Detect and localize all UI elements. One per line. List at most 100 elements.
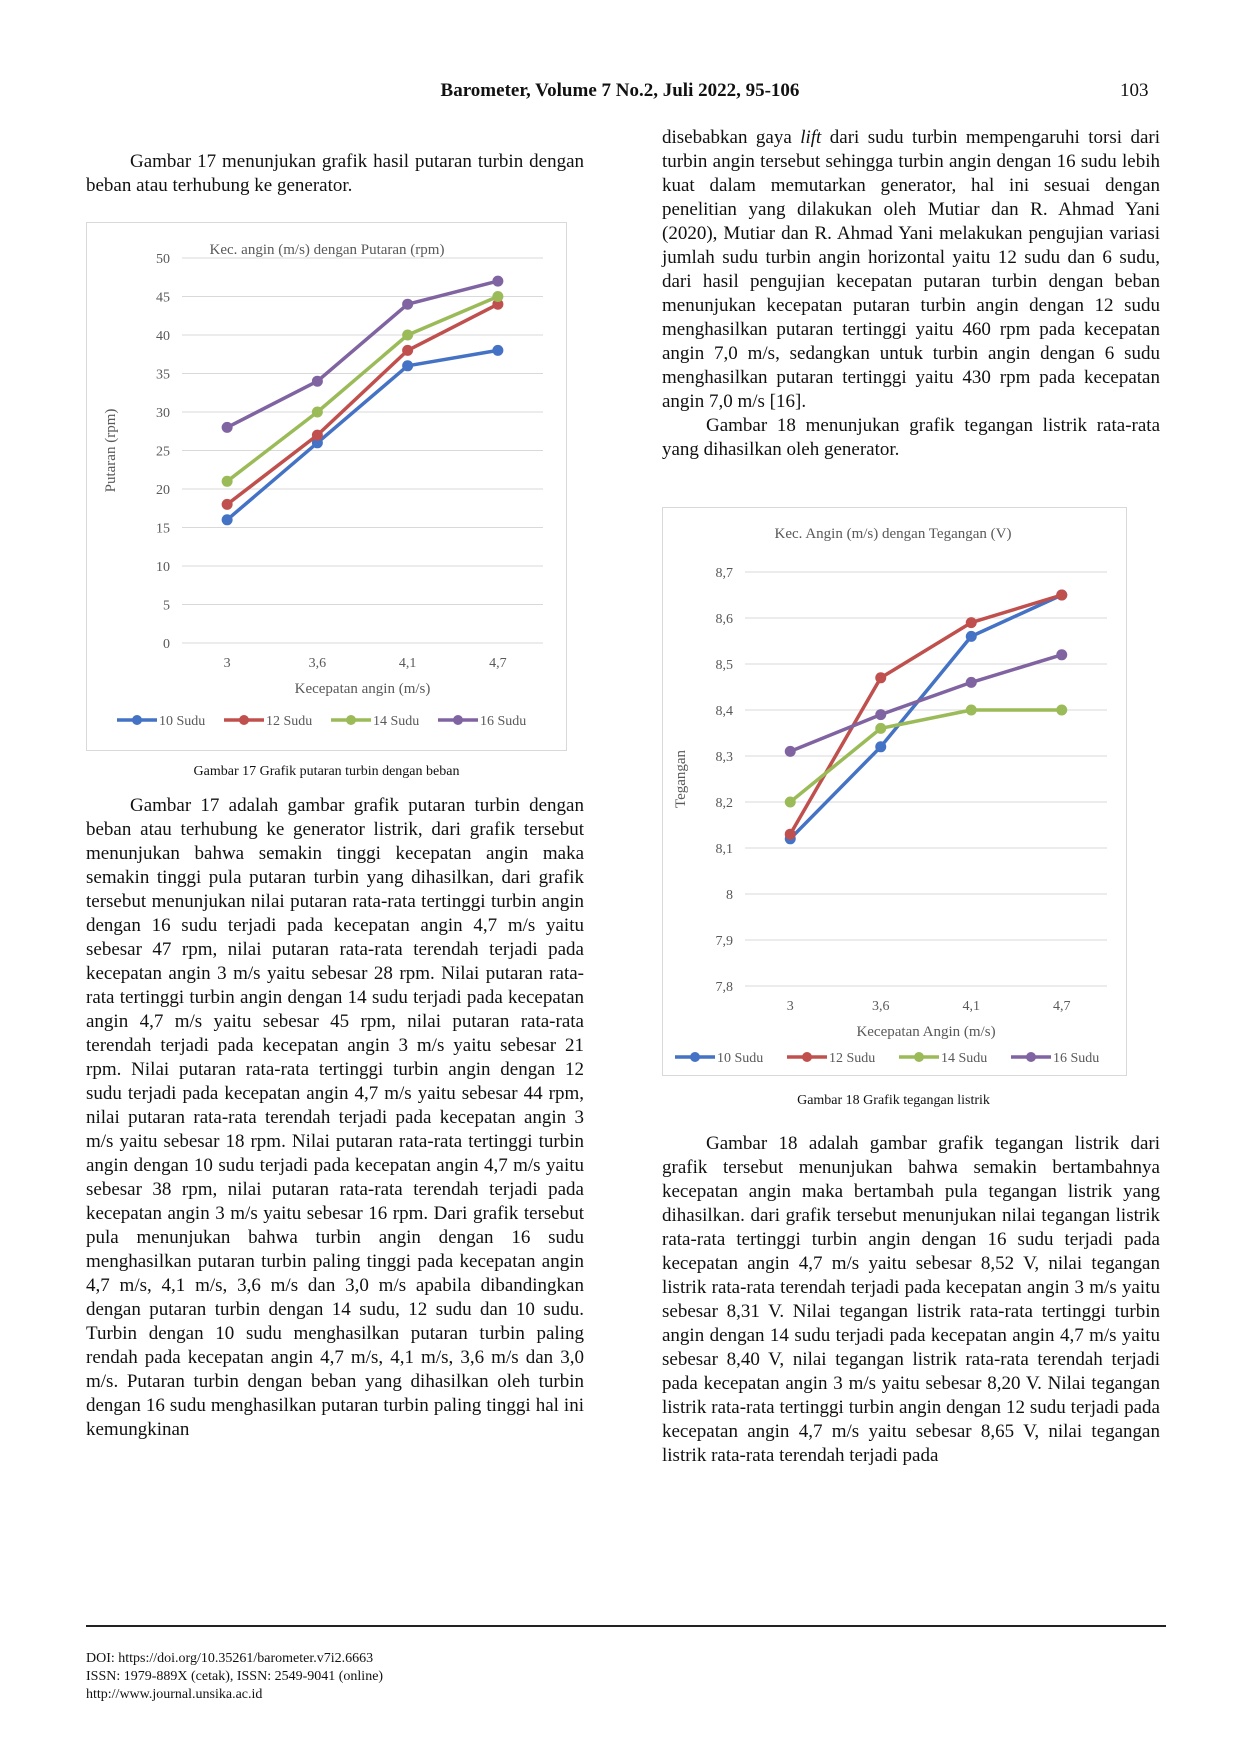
y-axis-label: Tegangan [673,749,689,808]
data-point [1056,704,1068,716]
legend-marker [690,1052,700,1062]
x-tick-label: 3 [224,656,231,671]
data-point [311,437,323,449]
y-tick-label: 25 [156,445,170,460]
y-tick-label: 7,9 [716,934,734,949]
legend-marker [1026,1052,1036,1062]
data-point [221,498,233,510]
y-tick-label: 15 [156,522,170,537]
legend-label: 12 Sudu [829,1051,875,1066]
x-axis-label: Kecepatan Angin (m/s) [856,1024,995,1040]
page-number: 103 [1120,80,1149,101]
data-point [784,745,796,757]
y-tick-label: 5 [163,599,170,614]
right-column-body: Gambar 18 adalah gambar grafik tegangan … [662,1132,1160,1468]
footer-rule [86,1625,1166,1627]
legend-label: 14 Sudu [373,714,419,729]
footer-issn: ISSN: 1979-889X (cetak), ISSN: 2549-9041… [86,1669,384,1684]
y-tick-label: 35 [156,368,170,383]
chart-title: Kec. Angin (m/s) dengan Tegangan (V) [775,526,1012,542]
y-tick-label: 20 [156,483,170,498]
legend-marker [239,715,249,725]
figure-17-discussion: Gambar 17 adalah gambar grafik putaran t… [86,795,584,1440]
figure-17-chart: 0 5 10 15 20 25 30 35 40 45 50 3 3,6 4,1 4,7 Kec. angin… [86,222,567,751]
y-tick-label: 8,5 [716,658,734,673]
data-point [492,298,504,310]
data-point [221,475,233,487]
figure-18-svg: 7,8 7,9 8 8,1 8,2 8,3 8,4 8,5 8,6 8,7 3 3,6 4,1 4,7 Ke… [673,526,1107,1066]
running-header: Barometer, Volume 7 No.2, Juli 2022, 95-… [440,80,800,101]
italic-term: lift [800,127,822,148]
legend-marker [346,715,356,725]
data-point [402,344,414,356]
intro-paragraph: Gambar 17 menunjukan grafik hasil putara… [86,151,584,196]
data-point [311,375,323,387]
text-run: disebabkan gaya [662,127,801,148]
y-tick-label: 8,1 [716,842,734,857]
y-tick-label: 45 [156,291,170,306]
x-tick-label: 4,7 [489,656,507,671]
x-tick-label: 4,1 [399,656,417,671]
data-point [402,329,414,341]
series-line [789,653,1063,754]
data-point [965,630,977,642]
data-point [875,741,887,753]
series-line [226,294,499,483]
legend-label: 16 Sudu [1053,1051,1099,1066]
x-tick-label: 3 [787,999,794,1014]
data-point [1056,649,1068,661]
data-point [965,617,977,629]
series-line [789,593,1063,841]
figure-18-chart: 7,8 7,9 8 8,1 8,2 8,3 8,4 8,5 8,6 8,7 3 3,6 4,1 4,7 Ke… [662,507,1127,1076]
y-tick-label: 10 [156,560,170,575]
right-paragraph-1: disebabkan gaya lift dari sudu turbin me… [662,126,1160,414]
left-column-intro: Gambar 17 menunjukan grafik hasil putara… [86,150,584,198]
footer-doi: DOI: https://doi.org/10.35261/barometer.… [86,1651,374,1666]
legend-marker [132,715,142,725]
data-point [492,275,504,287]
data-point [402,360,414,372]
left-column-body: Gambar 17 adalah gambar grafik putaran t… [86,794,584,1442]
data-point [965,676,977,688]
figure-17-svg: 0 5 10 15 20 25 30 35 40 45 50 3 3,6 4,1 4,7 Kec. angin… [103,242,543,729]
data-point [311,429,323,441]
y-tick-label: 0 [163,637,170,652]
right-column: disebabkan gaya lift dari sudu turbin me… [662,126,1160,462]
data-point [965,704,977,716]
footer: DOI: https://doi.org/10.35261/barometer.… [86,1650,383,1704]
footer-url: http://www.journal.unsika.ac.id [86,1687,263,1702]
series-line [788,593,1063,836]
series-line [225,348,499,522]
legend-label: 16 Sudu [480,714,526,729]
figure-18-caption: Gambar 18 Grafik tegangan listrik [797,1093,990,1108]
data-point [784,828,796,840]
legend-label: 12 Sudu [266,714,312,729]
data-point [221,421,233,433]
y-tick-label: 8 [726,888,733,903]
x-tick-label: 3,6 [309,656,327,671]
y-tick-label: 8,6 [716,612,734,627]
series-line [226,279,499,429]
data-point [875,672,887,684]
y-axis-label: Putaran (rpm) [103,409,119,493]
data-point [1056,589,1068,601]
data-point [492,291,504,302]
y-tick-label: 50 [156,252,170,267]
x-tick-label: 4,7 [1053,999,1071,1014]
figure-18-discussion: Gambar 18 adalah gambar grafik tegangan … [662,1133,1160,1466]
legend-label: 10 Sudu [159,714,205,729]
figure-17-caption: Gambar 17 Grafik putaran turbin dengan b… [193,764,460,779]
data-point [402,298,414,310]
series-line [789,708,1062,804]
series-line [226,302,499,506]
y-tick-label: 7,8 [716,980,734,995]
legend-marker [453,715,463,725]
y-tick-label: 8,7 [716,566,734,581]
data-point [311,406,323,418]
text-run: dari sudu turbin mempengaruhi torsi dari… [662,127,1160,412]
data-point [875,722,887,734]
legend-marker [914,1052,924,1062]
x-tick-label: 4,1 [963,999,981,1014]
data-point [492,344,504,356]
data-point [875,709,887,721]
